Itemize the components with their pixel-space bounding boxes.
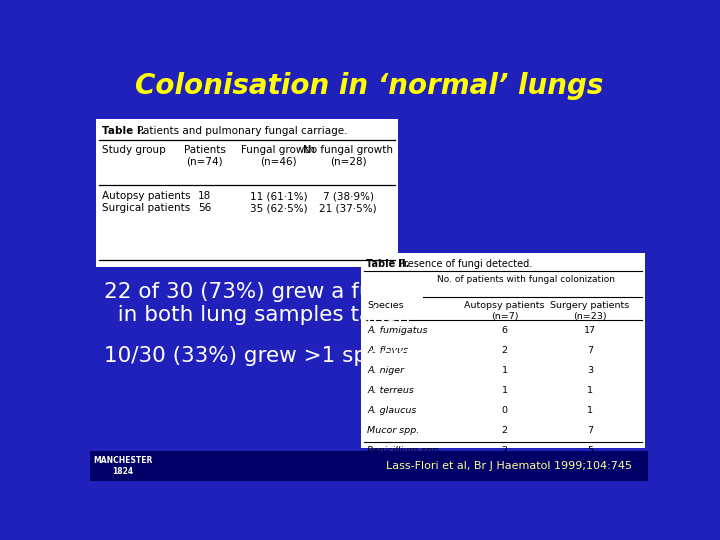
Text: Lass-Flori et al, Br J Haematol 1999;104:745: Lass-Flori et al, Br J Haematol 1999;104… [387,461,632,471]
Text: Study group: Study group [102,145,166,155]
Text: Autopsy patients: Autopsy patients [102,191,191,201]
Text: 7: 7 [587,346,593,355]
Text: 0: 0 [587,466,593,475]
FancyBboxPatch shape [96,119,398,267]
Text: Fungal growth
(n=46): Fungal growth (n=46) [241,145,315,166]
Text: Colonisation in ‘normal’ lungs: Colonisation in ‘normal’ lungs [135,72,603,100]
Text: 22 of 30 (73%) grew a fungus: 22 of 30 (73%) grew a fungus [104,282,425,302]
Text: 7: 7 [587,426,593,435]
Text: 2: 2 [502,426,508,435]
FancyBboxPatch shape [361,253,645,448]
Text: 56: 56 [198,204,212,213]
Text: 21 (37·5%): 21 (37·5%) [319,204,377,213]
Text: 5: 5 [587,446,593,455]
Text: Presence of fungi detected.: Presence of fungi detected. [395,259,532,269]
Text: MANCHESTER
1824: MANCHESTER 1824 [93,456,152,476]
Text: 1: 1 [502,386,508,395]
Text: 10/30 (33%) grew >1 species: 10/30 (33%) grew >1 species [104,346,422,366]
Text: A. fumigatus: A. fumigatus [367,326,428,335]
Text: 2: 2 [502,346,508,355]
Text: A. glaucus: A. glaucus [367,406,417,415]
Text: 1: 1 [502,366,508,375]
Text: Autopsy patients
(n=7): Autopsy patients (n=7) [464,301,545,321]
Text: Candida spp.: Candida spp. [367,466,429,475]
Text: 1: 1 [502,466,508,475]
Text: Mucor spp.: Mucor spp. [367,426,420,435]
Text: Surgery patients
(n=23): Surgery patients (n=23) [550,301,629,321]
Text: 1: 1 [587,406,593,415]
Text: 2: 2 [502,446,508,455]
Text: Surgical patients: Surgical patients [102,204,191,213]
Text: 11 (61·1%): 11 (61·1%) [250,191,307,201]
Text: Species: Species [367,301,404,310]
Text: Patients
(n=74): Patients (n=74) [184,145,225,166]
Text: 17: 17 [584,326,596,335]
Text: A. flavus: A. flavus [367,346,408,355]
Text: in both lung samples taken: in both lung samples taken [104,305,410,325]
Text: A. terreus: A. terreus [367,386,414,395]
Text: Penicillium spp.: Penicillium spp. [367,446,441,455]
Text: Table II.: Table II. [366,259,409,269]
Text: No. of patients with fungal colonization: No. of patients with fungal colonization [437,275,616,284]
Text: 1: 1 [587,386,593,395]
Text: No fungal growth
(n=28): No fungal growth (n=28) [303,145,393,166]
Text: 0: 0 [502,406,508,415]
Text: Table I.: Table I. [102,126,145,136]
Text: 3: 3 [587,366,593,375]
Text: 35 (62·5%): 35 (62·5%) [250,204,307,213]
FancyBboxPatch shape [90,451,648,481]
Text: 18: 18 [198,191,212,201]
Text: A. niger: A. niger [367,366,405,375]
Text: 7 (38·9%): 7 (38·9%) [323,191,374,201]
Text: Patients and pulmonary fungal carriage.: Patients and pulmonary fungal carriage. [134,126,348,136]
Text: 6: 6 [502,326,508,335]
